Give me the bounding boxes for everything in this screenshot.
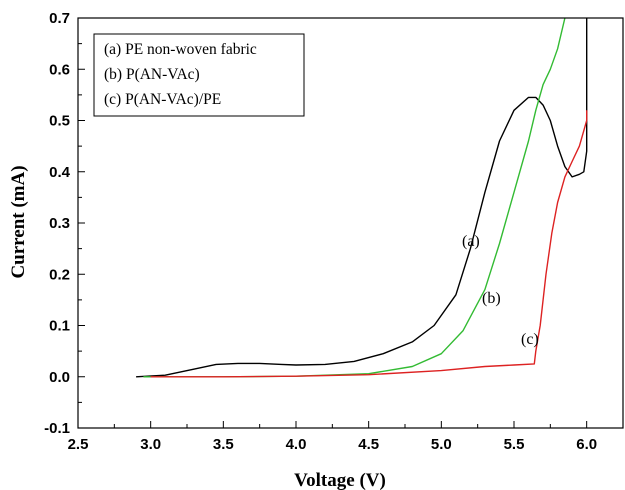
x-tick-label: 3.5 — [213, 436, 234, 453]
series-line-c — [150, 110, 588, 378]
curve-label-b: (b) — [482, 290, 501, 307]
x-tick-label: 2.5 — [68, 436, 89, 453]
legend-entry-b: (b) P(AN-VAc) — [104, 66, 200, 83]
ticks-layer: 2.5 3.0 3.5 4.0 4.5 5.0 5.5 6.0 -0.1 0.0 0.1 0.2 0.3… — [44, 10, 597, 453]
x-tick-label: 4.5 — [358, 436, 379, 453]
y-tick-label: 0.2 — [49, 266, 70, 283]
y-tick-label: 0.4 — [49, 164, 71, 181]
x-axis-title: Voltage (V) — [294, 470, 386, 490]
curve-label-c: (c) — [521, 331, 539, 348]
x-tick-label: 4.0 — [286, 436, 307, 453]
x-tick-label: 6.0 — [576, 436, 597, 453]
curve-label-a: (a) — [462, 233, 480, 250]
legend: (a) PE non-woven fabric (b) P(AN-VAc) (c… — [93, 33, 305, 117]
legend-entry-a: (a) PE non-woven fabric — [104, 41, 257, 58]
y-tick-label: 0.1 — [49, 318, 70, 335]
x-tick-label: 5.0 — [431, 436, 452, 453]
legend-box — [93, 33, 305, 117]
y-tick-label: -0.1 — [44, 420, 70, 437]
y-axis-title: Current (mA) — [8, 165, 29, 278]
y-tick-label: 0.0 — [49, 369, 70, 386]
x-tick-label: 3.0 — [140, 436, 161, 453]
y-tick-label: 0.6 — [49, 61, 70, 78]
series-group — [136, 18, 588, 378]
y-tick-label: 0.3 — [49, 215, 70, 232]
y-tick-label: 0.5 — [49, 113, 70, 130]
series-line-a — [136, 18, 588, 378]
legend-entry-c: (c) P(AN-VAc)/PE — [104, 91, 221, 108]
x-tick-label: 5.5 — [504, 436, 525, 453]
curves-layer — [136, 18, 588, 378]
y-tick-label: 0.7 — [49, 10, 70, 27]
